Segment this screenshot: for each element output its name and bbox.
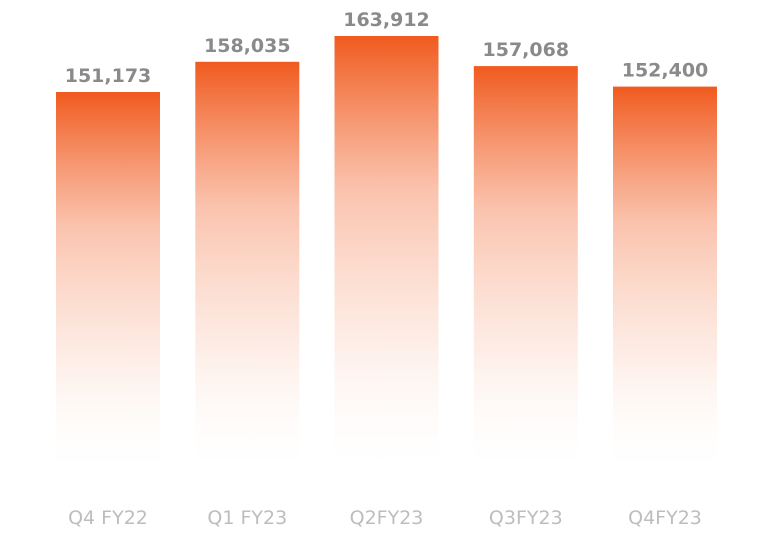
bar-1 xyxy=(195,61,300,479)
category-label-1: Q1 FY23 xyxy=(207,507,287,529)
category-labels-group: Q4 FY22 Q1 FY23 Q2FY23 Q3FY23 Q4FY23 xyxy=(68,507,702,529)
category-label-2: Q2FY23 xyxy=(350,507,424,529)
category-label-4: Q4FY23 xyxy=(628,507,702,529)
category-label-3: Q3FY23 xyxy=(489,507,563,529)
category-label-0: Q4 FY22 xyxy=(68,507,148,529)
bar-3 xyxy=(473,66,578,478)
bar-4 xyxy=(613,86,717,478)
bar-0 xyxy=(56,92,160,478)
value-label-2: 163,912 xyxy=(343,9,430,31)
value-label-3: 157,068 xyxy=(483,39,570,61)
bar-2 xyxy=(334,36,439,478)
value-label-0: 151,173 xyxy=(65,65,152,87)
value-label-1: 158,035 xyxy=(204,35,291,57)
value-labels-group: 151,173 158,035 163,912 157,068 152,400 xyxy=(65,9,709,87)
bars-group xyxy=(56,36,717,479)
value-label-4: 152,400 xyxy=(622,60,709,82)
